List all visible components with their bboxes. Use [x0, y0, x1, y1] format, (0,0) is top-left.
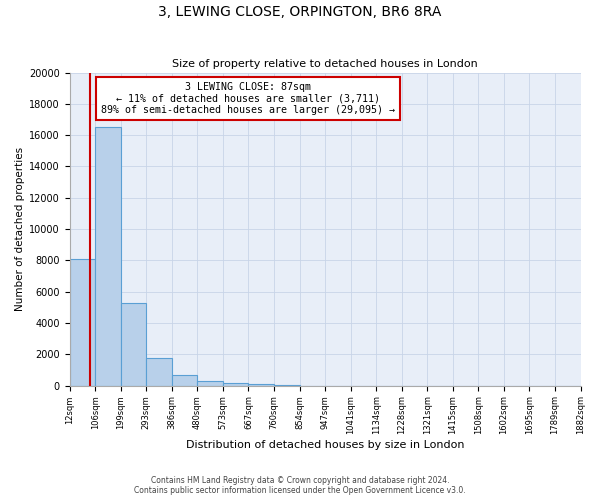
Title: Size of property relative to detached houses in London: Size of property relative to detached ho…: [172, 59, 478, 69]
Bar: [197, 381, 223, 386]
Bar: [223, 383, 248, 386]
Text: 3, LEWING CLOSE, ORPINGTON, BR6 8RA: 3, LEWING CLOSE, ORPINGTON, BR6 8RA: [158, 5, 442, 19]
Bar: [274, 385, 299, 386]
Y-axis label: Number of detached properties: Number of detached properties: [15, 147, 25, 311]
Bar: [146, 358, 172, 386]
Bar: [172, 376, 197, 386]
X-axis label: Distribution of detached houses by size in London: Distribution of detached houses by size …: [186, 440, 464, 450]
Bar: [248, 384, 274, 386]
Text: 3 LEWING CLOSE: 87sqm
← 11% of detached houses are smaller (3,711)
89% of semi-d: 3 LEWING CLOSE: 87sqm ← 11% of detached …: [101, 82, 395, 115]
Bar: [121, 302, 146, 386]
Bar: [70, 259, 95, 386]
Text: Contains HM Land Registry data © Crown copyright and database right 2024.
Contai: Contains HM Land Registry data © Crown c…: [134, 476, 466, 495]
Bar: [95, 128, 121, 386]
